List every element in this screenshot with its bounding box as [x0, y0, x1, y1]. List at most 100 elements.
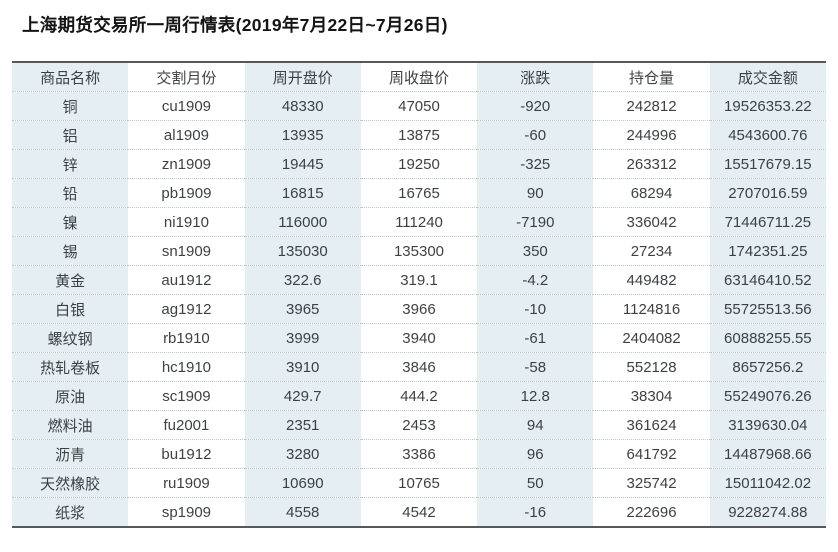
cell-delivery-month: hc1910 [128, 352, 245, 382]
cell-commodity: 原油 [12, 381, 129, 411]
cell-weekly-close: 3846 [360, 352, 478, 382]
cell-commodity: 螺纹钢 [12, 323, 129, 353]
cell-weekly-close: 47050 [360, 91, 478, 121]
cell-turnover: 15011042.02 [709, 468, 826, 498]
cell-weekly-open: 3965 [244, 294, 361, 324]
cell-commodity: 沥青 [12, 439, 129, 469]
cell-weekly-open: 429.7 [244, 381, 361, 411]
cell-change: -58 [477, 352, 594, 382]
cell-weekly-close: 111240 [360, 207, 478, 237]
column-header-commodity: 商品名称 [12, 62, 129, 92]
table-header-row: 商品名称 交割月份 周开盘价 周收盘价 涨跌 持仓量 成交金额 [12, 62, 826, 92]
cell-open-interest: 263312 [593, 149, 710, 179]
cell-change: 50 [477, 468, 594, 498]
cell-open-interest: 2404082 [593, 323, 710, 353]
cell-change: -10 [477, 294, 594, 324]
table-body: 铜 cu1909 48330 47050 -920 242812 19526353.22 铝 a… [12, 91, 826, 527]
table-row: 热轧卷板 hc1910 3910 3846 -58 552128 8657256.2 [12, 352, 826, 382]
table-row: 黄金 au1912 322.6 319.1 -4.2 449482 63146410.52 [12, 265, 826, 295]
table-row: 纸浆 sp1909 4558 4542 -16 222696 9228274.88 [12, 497, 826, 527]
cell-weekly-open: 135030 [244, 236, 361, 266]
cell-commodity: 锌 [12, 149, 129, 179]
cell-turnover: 55725513.56 [709, 294, 826, 324]
cell-weekly-close: 13875 [360, 120, 478, 150]
table-row: 铅 pb1909 16815 16765 90 68294 2707016.59 [12, 178, 826, 208]
cell-commodity: 锡 [12, 236, 129, 266]
cell-weekly-open: 3910 [244, 352, 361, 382]
table-row: 白银 ag1912 3965 3966 -10 1124816 55725513.56 [12, 294, 826, 324]
cell-commodity: 燃料油 [12, 410, 129, 440]
cell-delivery-month: pb1909 [128, 178, 245, 208]
cell-turnover: 63146410.52 [709, 265, 826, 295]
cell-weekly-close: 19250 [360, 149, 478, 179]
cell-change: 12.8 [477, 381, 594, 411]
table-row: 铝 al1909 13935 13875 -60 244996 4543600.76 [12, 120, 826, 150]
cell-weekly-close: 3386 [360, 439, 478, 469]
cell-turnover: 60888255.55 [709, 323, 826, 353]
cell-commodity: 热轧卷板 [12, 352, 129, 382]
cell-turnover: 55249076.26 [709, 381, 826, 411]
cell-commodity: 铜 [12, 91, 129, 121]
cell-weekly-open: 4558 [244, 497, 361, 527]
cell-turnover: 4543600.76 [709, 120, 826, 150]
cell-turnover: 1742351.25 [709, 236, 826, 266]
column-header-turnover: 成交金额 [709, 62, 826, 92]
cell-open-interest: 552128 [593, 352, 710, 382]
cell-turnover: 8657256.2 [709, 352, 826, 382]
cell-delivery-month: zn1909 [128, 149, 245, 179]
cell-open-interest: 68294 [593, 178, 710, 208]
cell-weekly-open: 19445 [244, 149, 361, 179]
cell-turnover: 15517679.15 [709, 149, 826, 179]
cell-weekly-close: 4542 [360, 497, 478, 527]
cell-open-interest: 336042 [593, 207, 710, 237]
table-row: 镍 ni1910 116000 111240 -7190 336042 71446711.2… [12, 207, 826, 237]
cell-open-interest: 242812 [593, 91, 710, 121]
table-row: 锌 zn1909 19445 19250 -325 263312 15517679.15 [12, 149, 826, 179]
cell-commodity: 铝 [12, 120, 129, 150]
cell-open-interest: 38304 [593, 381, 710, 411]
cell-weekly-open: 2351 [244, 410, 361, 440]
cell-turnover: 9228274.88 [709, 497, 826, 527]
cell-weekly-close: 3966 [360, 294, 478, 324]
cell-change: -7190 [477, 207, 594, 237]
cell-weekly-open: 10690 [244, 468, 361, 498]
cell-delivery-month: fu2001 [128, 410, 245, 440]
cell-delivery-month: rb1910 [128, 323, 245, 353]
cell-weekly-open: 116000 [244, 207, 361, 237]
cell-delivery-month: au1912 [128, 265, 245, 295]
column-header-change: 涨跌 [477, 62, 594, 92]
cell-open-interest: 641792 [593, 439, 710, 469]
cell-change: -16 [477, 497, 594, 527]
cell-open-interest: 449482 [593, 265, 710, 295]
cell-change: 90 [477, 178, 594, 208]
cell-change: 96 [477, 439, 594, 469]
cell-delivery-month: al1909 [128, 120, 245, 150]
table-row: 铜 cu1909 48330 47050 -920 242812 19526353.22 [12, 91, 826, 121]
cell-weekly-open: 16815 [244, 178, 361, 208]
cell-delivery-month: sc1909 [128, 381, 245, 411]
cell-weekly-open: 322.6 [244, 265, 361, 295]
cell-open-interest: 361624 [593, 410, 710, 440]
cell-turnover: 19526353.22 [709, 91, 826, 121]
cell-turnover: 71446711.25 [709, 207, 826, 237]
futures-weekly-quotes-table: 商品名称 交割月份 周开盘价 周收盘价 涨跌 持仓量 成交金额 铜 cu1909 4… [12, 61, 826, 528]
cell-change: 94 [477, 410, 594, 440]
table-row: 沥青 bu1912 3280 3386 96 641792 14487968.66 [12, 439, 826, 469]
cell-commodity: 白银 [12, 294, 129, 324]
cell-open-interest: 222696 [593, 497, 710, 527]
cell-weekly-open: 13935 [244, 120, 361, 150]
cell-commodity: 镍 [12, 207, 129, 237]
table-row: 燃料油 fu2001 2351 2453 94 361624 3139630.04 [12, 410, 826, 440]
cell-delivery-month: sp1909 [128, 497, 245, 527]
cell-weekly-close: 16765 [360, 178, 478, 208]
cell-delivery-month: ni1910 [128, 207, 245, 237]
cell-change: -61 [477, 323, 594, 353]
table-row: 天然橡胶 ru1909 10690 10765 50 325742 15011042.02 [12, 468, 826, 498]
cell-commodity: 天然橡胶 [12, 468, 129, 498]
cell-weekly-close: 10765 [360, 468, 478, 498]
table-row: 原油 sc1909 429.7 444.2 12.8 38304 55249076.26 [12, 381, 826, 411]
table-row: 螺纹钢 rb1910 3999 3940 -61 2404082 60888255.55 [12, 323, 826, 353]
cell-weekly-open: 3280 [244, 439, 361, 469]
cell-weekly-close: 2453 [360, 410, 478, 440]
cell-change: -4.2 [477, 265, 594, 295]
